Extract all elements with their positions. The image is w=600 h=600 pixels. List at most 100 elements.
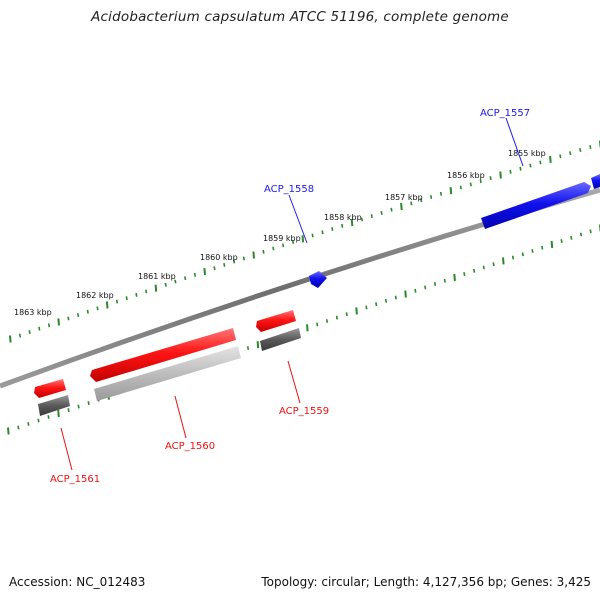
ruler-track-lower	[7, 224, 600, 435]
ruler-tick	[96, 306, 99, 311]
ruler-tick	[321, 230, 324, 235]
ruler-tick	[459, 185, 462, 190]
genome-summary-text: Topology: circular; Length: 4,127,356 bp…	[261, 575, 591, 589]
ruler-tick	[529, 163, 532, 168]
gene-ACP_1558-label[interactable]: ACP_1558	[264, 184, 314, 195]
ruler-tick	[560, 239, 563, 244]
ruler-tick	[86, 309, 89, 314]
ruler-tick	[549, 155, 552, 163]
gene-ACP_1560-label[interactable]: ACP_1560	[165, 441, 215, 452]
ruler-tick	[17, 425, 20, 430]
ruler-tick	[489, 176, 492, 181]
ruler-tick	[519, 166, 522, 171]
ruler-tick	[384, 298, 388, 303]
ruler-tick	[424, 285, 427, 290]
accession-text: Accession: NC_012483	[9, 575, 146, 589]
kbp-label-1863: 1863 kbp	[14, 308, 52, 317]
ruler-tick	[410, 201, 413, 206]
ruler-tick	[479, 179, 482, 184]
gene-ACP_1558-leader	[288, 194, 308, 244]
ruler-tick	[345, 312, 348, 317]
gene-ACP_1557-label[interactable]: ACP_1557	[480, 108, 530, 119]
ruler-tick	[430, 195, 433, 199]
ruler-tick	[404, 290, 407, 298]
ruler-tick	[7, 427, 10, 435]
ruler-tick	[541, 245, 544, 250]
ruler-tick	[125, 296, 128, 301]
ruler-tick	[559, 154, 562, 159]
ruler-tick	[38, 326, 41, 331]
ruler-tick	[341, 223, 344, 228]
ruler-tick	[282, 243, 285, 248]
ruler-tick	[47, 323, 51, 328]
ruler-tick	[521, 252, 524, 257]
ruler-tick	[550, 240, 554, 248]
gene-ACP_1558[interactable]: ACP_1558	[264, 184, 327, 288]
ruler-tick	[115, 299, 119, 304]
ruler-tick	[223, 262, 226, 267]
ruler-tick	[360, 217, 363, 222]
ruler-tick	[439, 191, 443, 196]
kbp-label-1861: 1861 kbp	[138, 272, 176, 281]
ruler-tick	[420, 198, 423, 203]
ruler-tick	[390, 207, 393, 212]
ruler-tick	[135, 292, 138, 297]
ruler-tick	[482, 265, 485, 270]
ruler-tick	[57, 318, 60, 326]
gene-ACP_1557[interactable]: ACP_1557	[480, 108, 600, 229]
ruler-tick	[252, 251, 255, 259]
ruler-tick	[400, 203, 403, 211]
ruler-tick	[433, 282, 437, 287]
ruler-track-upper	[9, 140, 600, 343]
kbp-label-1859: 1859 kbp	[263, 234, 301, 243]
ruler-tick	[233, 259, 236, 264]
ruler-tick	[539, 160, 542, 165]
ruler-tick	[311, 233, 314, 238]
ruler-tick	[331, 227, 334, 231]
kbp-label-1857: 1857 kbp	[385, 193, 423, 202]
ruler-tick	[370, 214, 373, 219]
ruler-tick	[449, 187, 453, 195]
ruler-tick	[67, 316, 70, 321]
gene-ACP_1560[interactable]: ACP_1560	[90, 328, 241, 452]
ruler-tick	[325, 319, 329, 323]
ruler-tick	[335, 315, 338, 320]
kbp-label-1856: 1856 kbp	[447, 171, 485, 180]
ruler-tick	[375, 302, 378, 307]
gene-ACP_1561[interactable]: ACP_1561	[34, 379, 100, 485]
ruler-tick	[499, 171, 502, 179]
ruler-tick	[203, 268, 206, 276]
kbp-labels: 1855 kbp 1856 kbp 1857 kbp 1858 kbp 1859…	[14, 149, 546, 317]
ruler-tick	[28, 330, 31, 335]
gene-ACP_1559[interactable]: ACP_1559	[256, 310, 329, 417]
gene-ACP_1559-label[interactable]: ACP_1559	[279, 406, 329, 417]
gene-ACP_1561-leader	[60, 427, 73, 471]
gene-ACP_1557-leader	[505, 117, 524, 167]
ruler-tick	[509, 169, 512, 174]
ruler-tick	[306, 324, 309, 332]
ruler-tick	[291, 240, 295, 244]
ruler-tick	[77, 313, 80, 318]
ruler-tick	[469, 182, 472, 187]
ruler-tick	[492, 262, 495, 267]
ruler-tick	[37, 418, 40, 423]
ruler-tick	[453, 273, 456, 281]
kbp-label-1855: 1855 kbp	[508, 149, 546, 158]
ruler-tick	[531, 249, 534, 253]
ruler-tick	[443, 278, 446, 283]
ruler-tick	[316, 322, 319, 327]
ruler-tick	[355, 307, 358, 315]
gene-ACP_1561-label[interactable]: ACP_1561	[50, 474, 100, 485]
genome-title: Acidobacterium capsulatum ATCC 51196, co…	[91, 9, 509, 25]
ruler-tick	[570, 235, 573, 240]
ruler-tick	[87, 401, 90, 406]
ruler-tick	[242, 256, 245, 261]
ruler-tick	[511, 255, 515, 260]
ruler-tick	[67, 408, 70, 413]
ruler-tick	[365, 305, 368, 310]
kbp-label-1860: 1860 kbp	[200, 253, 238, 262]
gene-ACP_1560-leader	[174, 395, 187, 439]
ruler-tick	[589, 229, 592, 234]
